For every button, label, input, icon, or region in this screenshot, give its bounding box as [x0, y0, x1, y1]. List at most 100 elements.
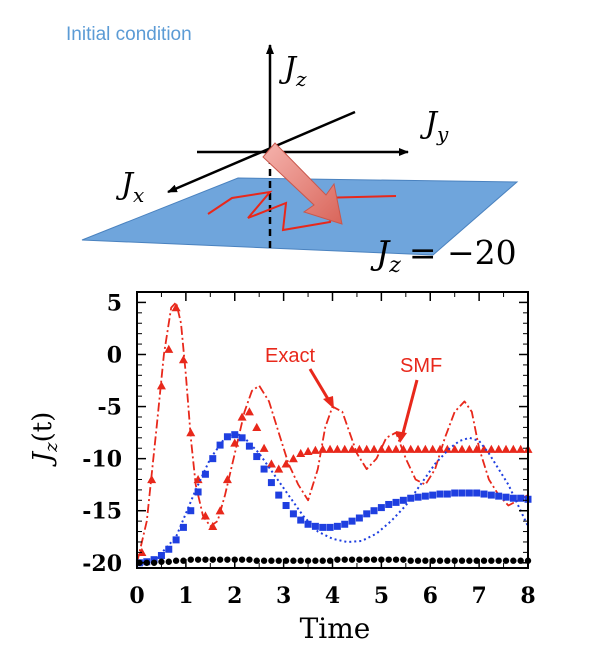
series-3-square-point — [341, 520, 349, 528]
series-4-circle-point — [436, 557, 444, 564]
series-3-square-point — [458, 489, 466, 497]
series-4-circle-point — [488, 557, 495, 564]
series-4-circle-point — [400, 556, 407, 563]
series-1-triangle-point — [508, 444, 518, 453]
series-1-triangle-point — [281, 459, 291, 468]
series-1-triangle-point — [354, 444, 364, 453]
y-tick-label: 5 — [107, 290, 122, 316]
y-tick-label: 0 — [107, 342, 122, 368]
series-4-circle-point — [194, 556, 202, 563]
jz-time-chart: 0 1 2 3 4 5 6 7 8 5 0 -5 -10 -15 -20 Time Jz(t) Exact… — [28, 290, 536, 645]
annotation-exact-arrowhead — [323, 396, 334, 409]
series-1-triangle-point — [208, 521, 218, 530]
series-1-triangle-point — [420, 444, 430, 453]
series-3-square-point — [275, 491, 283, 499]
x-tick-label: 5 — [374, 583, 389, 609]
series-3-square-point — [201, 470, 209, 478]
axis-y-sub: y — [436, 122, 449, 146]
series-3-square-point — [333, 522, 341, 530]
x-tick-label: 7 — [471, 583, 486, 609]
series-1-triangle-point — [147, 474, 157, 484]
annotation-smf: SMF — [400, 355, 442, 377]
series-3-square-point — [165, 545, 173, 553]
x-tick-label: 4 — [325, 583, 340, 609]
series-4-circle-point — [444, 557, 451, 564]
series-4-circle-point — [348, 556, 356, 563]
series-3-square-point — [304, 520, 312, 528]
series-3-square-point — [319, 523, 327, 531]
svg-text:Jz(t): Jz(t) — [28, 412, 62, 468]
y-tick-label: -10 — [82, 447, 122, 473]
y-axis-suffix: (t) — [28, 412, 58, 443]
series-4-circle-point — [165, 558, 172, 565]
series-1-triangle-point — [310, 445, 320, 454]
series-4-circle-point — [224, 556, 231, 563]
series-4-circle-point — [158, 558, 165, 565]
series-1-triangle-point — [259, 443, 269, 452]
series-4-circle-point — [510, 557, 517, 564]
series-1-triangle-point — [362, 444, 372, 453]
series-3-square-point — [517, 494, 525, 502]
series-3-square-point — [223, 433, 231, 441]
annotation-smf-arrowhead — [396, 431, 407, 443]
axis-z-label: J — [278, 51, 298, 86]
series-4-circle-point — [304, 557, 312, 564]
series-3-square-point — [392, 498, 400, 506]
series-3-square-point — [436, 490, 444, 498]
series-3-square-point — [282, 502, 290, 510]
series-1-triangle-point — [222, 474, 232, 484]
series-4-circle-point — [202, 556, 209, 563]
series-1-triangle-point — [186, 428, 196, 437]
series-4-circle-point — [458, 557, 466, 564]
series-4-circle-point — [451, 557, 458, 564]
series-3-square-point — [370, 507, 378, 515]
series-4-circle-point — [480, 557, 488, 564]
series-1-triangle-point — [516, 444, 526, 453]
x-tick-label: 3 — [276, 583, 291, 609]
y-axis-sub: z — [41, 442, 62, 453]
series-1-triangle-point — [413, 444, 423, 453]
x-axis — [167, 110, 356, 194]
series-1-triangle-point — [156, 381, 166, 390]
axis-x-label: J — [115, 167, 135, 202]
series-3-square-point — [473, 489, 481, 497]
x-axis-label: Time — [300, 612, 371, 645]
axis-y-label: J — [419, 106, 439, 141]
series-1-triangle-point — [178, 355, 188, 364]
y-axis-label: J — [28, 450, 58, 467]
series-1-triangle-point — [391, 444, 401, 453]
series-4-circle-point — [370, 556, 378, 563]
series-1-triangle-point — [215, 506, 225, 515]
series-1-triangle-point — [237, 412, 247, 421]
x-tick-label: 1 — [178, 583, 193, 609]
series-4-circle-point — [356, 556, 363, 563]
series-4-circle-point — [334, 556, 341, 563]
series-4-circle-point — [312, 557, 319, 564]
series-3-square-point — [238, 434, 246, 442]
series-3-square-point — [326, 523, 334, 531]
series-4-circle-point — [209, 556, 216, 563]
series-3-square-point — [311, 522, 319, 530]
series-1-triangle-point — [325, 444, 335, 453]
diagram-caption: Initial condition — [66, 24, 192, 45]
series-3-square-point — [509, 494, 517, 502]
series-1-triangle-point — [464, 444, 474, 453]
series-3-square-point — [289, 510, 297, 518]
series-4-circle-point — [253, 557, 260, 564]
series-3-square-point — [245, 442, 253, 450]
series-4-circle-point — [407, 557, 414, 564]
series-3-square-point — [363, 510, 371, 518]
plane-label-value: = −20 — [409, 233, 517, 272]
series-3-square-point — [480, 490, 488, 498]
series-1-triangle-point — [318, 444, 328, 453]
series-4-circle-point — [502, 557, 510, 564]
series-4-circle-point — [150, 559, 158, 566]
y-tick-label: -5 — [98, 395, 122, 421]
axis-z-sub: z — [295, 67, 307, 91]
series-3-square-point — [253, 453, 261, 461]
series-1-triangle-point — [501, 444, 511, 453]
initial-spin-arrow — [262, 142, 343, 225]
series-0-line — [136, 301, 529, 564]
series-3-square-point — [429, 491, 437, 499]
